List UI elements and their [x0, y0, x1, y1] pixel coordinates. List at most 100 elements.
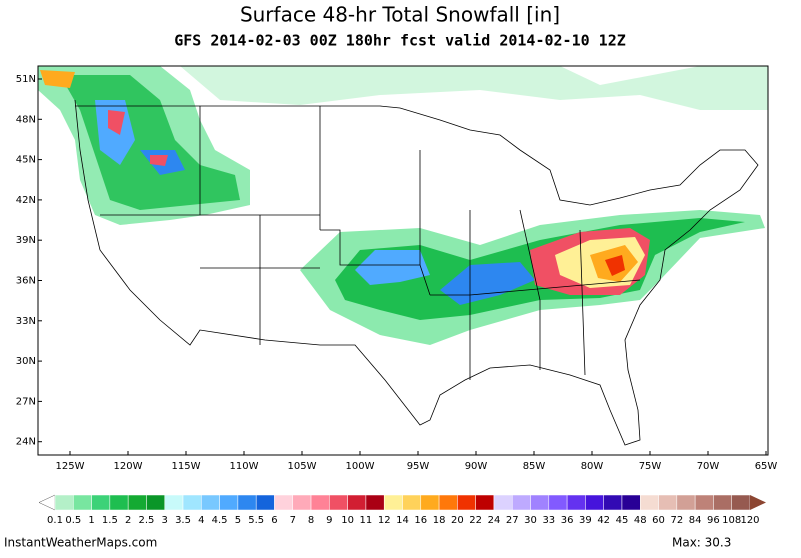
colorbar-box	[566, 494, 586, 511]
colorbar-box	[91, 494, 111, 511]
colorbar-label: 20	[451, 515, 464, 526]
colorbar-box	[73, 494, 92, 511]
lon-label: 65W	[755, 461, 778, 472]
colorbar-label: 5.5	[248, 515, 264, 526]
lat-label: 36N	[16, 276, 36, 287]
colorbar-label: 2.5	[138, 515, 154, 526]
lat-label: 42N	[16, 195, 36, 206]
colorbar-label: 45	[616, 515, 629, 526]
colorbar-box	[438, 494, 458, 511]
lon-label: 95W	[407, 461, 430, 472]
colorbar-label: 5	[235, 515, 241, 526]
colorbar-over	[750, 495, 766, 510]
colorbar-box	[201, 494, 220, 511]
colorbar-label: 9	[326, 515, 332, 526]
colorbar-label: 30	[524, 515, 537, 526]
lon-label: 70W	[697, 461, 720, 472]
colorbar-under	[38, 494, 56, 511]
lon-label: 120W	[114, 461, 143, 472]
colorbar-label: 7	[290, 515, 296, 526]
colorbar-box	[548, 494, 568, 511]
colorbar-box	[493, 494, 513, 511]
colorbar-box	[640, 494, 659, 511]
colorbar-box	[237, 494, 257, 511]
colorbar-box	[274, 494, 294, 511]
colorbar-box	[329, 494, 348, 511]
colorbar-box	[475, 494, 495, 511]
colorbar-label: 42	[597, 515, 610, 526]
colorbar-label: 120	[740, 515, 759, 526]
colorbar-box	[658, 494, 678, 511]
colorbar-box	[109, 494, 129, 511]
colorbar-label: 10	[341, 515, 354, 526]
colorbar-box	[347, 494, 367, 511]
lon-label: 115W	[172, 461, 201, 472]
colorbar-box	[164, 494, 184, 511]
colorbar-label: 2	[125, 515, 131, 526]
lon-label: 90W	[465, 461, 488, 472]
colorbar-box	[127, 494, 147, 511]
colorbar-box	[621, 494, 641, 511]
lat-label: 27N	[16, 396, 36, 407]
colorbar-label: 0.1	[47, 515, 63, 526]
colorbar-label: 36	[561, 515, 574, 526]
site-credit: InstantWeatherMaps.com	[4, 536, 157, 550]
colorbar-box	[457, 494, 476, 511]
colorbar-box	[182, 494, 202, 511]
colorbar-box	[603, 494, 623, 511]
colorbar-label: 3	[162, 515, 168, 526]
lat-label: 24N	[16, 437, 36, 448]
colorbar-label: 60	[652, 515, 665, 526]
colorbar-label: 24	[488, 515, 501, 526]
colorbar-label: 18	[433, 515, 446, 526]
lat-label: 39N	[16, 235, 36, 246]
lat-label: 45N	[16, 155, 36, 166]
lon-label: 80W	[581, 461, 604, 472]
colorbar-label: 6	[271, 515, 277, 526]
colorbar-box	[676, 494, 696, 511]
max-value: Max: 30.3	[672, 536, 731, 550]
colorbar-box	[310, 494, 330, 511]
lat-label: 51N	[16, 74, 36, 85]
lon-label: 100W	[346, 461, 375, 472]
colorbar-box	[219, 494, 239, 511]
colorbar-label: 0.5	[65, 515, 81, 526]
colorbar-box	[511, 494, 531, 511]
colorbar-box	[530, 494, 550, 511]
colorbar-label: 11	[360, 515, 373, 526]
colorbar-box	[365, 494, 385, 511]
map-outlines	[74, 99, 759, 446]
colorbar-label: 108	[722, 515, 741, 526]
colorbar-label: 12	[378, 515, 391, 526]
colorbar-label: 84	[689, 515, 702, 526]
colorbar-box	[731, 494, 751, 511]
colorbar-box	[292, 494, 312, 511]
colorbar-box	[255, 494, 275, 511]
colorbar-label: 1.5	[102, 515, 118, 526]
colorbar-box	[383, 494, 403, 511]
colorbar-box	[146, 494, 165, 511]
colorbar-label: 14	[396, 515, 409, 526]
plot-frame	[37, 65, 769, 456]
lon-label: 125W	[56, 461, 85, 472]
colorbar-label: 96	[707, 515, 720, 526]
colorbar-label: 4.5	[212, 515, 228, 526]
lat-label: 48N	[16, 114, 36, 125]
colorbar-label: 33	[542, 515, 555, 526]
colorbar-box	[420, 494, 440, 511]
map-title: Surface 48-hr Total Snowfall [in]	[240, 3, 560, 27]
colorbar-box	[54, 494, 74, 511]
colorbar-box	[694, 494, 714, 511]
lat-label: 33N	[16, 316, 36, 327]
map-subtitle: GFS 2014-02-03 00Z 180hr fcst valid 2014…	[174, 32, 626, 50]
colorbar-label: 4	[198, 515, 204, 526]
colorbar-label: 1	[88, 515, 94, 526]
colorbar-box	[713, 494, 732, 511]
snowfall-field	[38, 66, 768, 345]
colorbar-label: 3.5	[175, 515, 191, 526]
lon-label: 110W	[230, 461, 259, 472]
colorbar-label: 22	[469, 515, 482, 526]
colorbar-label: 72	[670, 515, 683, 526]
